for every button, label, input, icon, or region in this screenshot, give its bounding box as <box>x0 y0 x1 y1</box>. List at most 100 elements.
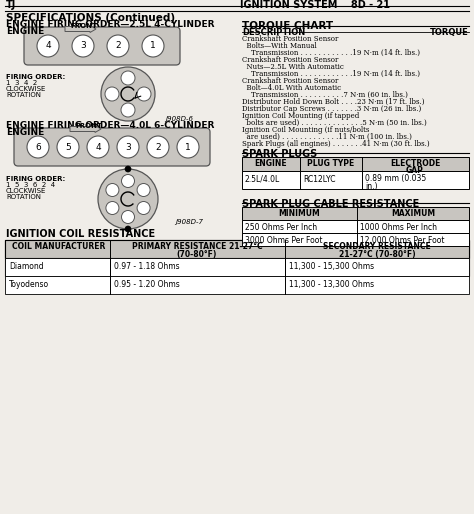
Text: 4: 4 <box>95 142 101 152</box>
Circle shape <box>147 136 169 158</box>
Text: RC12LYC: RC12LYC <box>303 175 336 184</box>
Text: 2: 2 <box>115 42 121 50</box>
Text: 2: 2 <box>126 74 131 83</box>
Text: Transmission . . . . . . . . . .7 N·m (60 in. lbs.): Transmission . . . . . . . . . .7 N·m (6… <box>242 91 408 99</box>
Text: 12,000 Ohms Per Foot: 12,000 Ohms Per Foot <box>360 236 445 245</box>
Text: 0.95 - 1.20 Ohms: 0.95 - 1.20 Ohms <box>114 280 180 289</box>
Text: 3: 3 <box>125 142 131 152</box>
Text: 5: 5 <box>65 142 71 152</box>
Text: 2: 2 <box>110 186 115 194</box>
Text: MAXIMUM: MAXIMUM <box>391 209 435 218</box>
Circle shape <box>121 103 135 117</box>
FancyBboxPatch shape <box>14 128 210 166</box>
Circle shape <box>121 174 135 188</box>
Text: ENGINE: ENGINE <box>6 27 44 36</box>
Text: Distributor Cap Screws . . . . . . .3 N·m (26 in. lbs.): Distributor Cap Screws . . . . . . .3 N·… <box>242 105 421 113</box>
FancyBboxPatch shape <box>242 207 469 220</box>
Circle shape <box>107 35 129 57</box>
Text: Crankshaft Position Sensor: Crankshaft Position Sensor <box>242 56 338 64</box>
FancyBboxPatch shape <box>5 240 469 258</box>
Circle shape <box>137 183 150 196</box>
Text: ROTATION: ROTATION <box>6 194 41 200</box>
Text: COIL MANUFACTURER: COIL MANUFACTURER <box>12 242 106 251</box>
Circle shape <box>87 136 109 158</box>
Text: ELECTRODE: ELECTRODE <box>390 159 440 168</box>
Circle shape <box>137 87 151 101</box>
Text: Transmission . . . . . . . . . . . .19 N·m (14 ft. lbs.): Transmission . . . . . . . . . . . .19 N… <box>242 49 420 57</box>
Circle shape <box>117 136 139 158</box>
Text: IGNITION COIL RESISTANCE: IGNITION COIL RESISTANCE <box>6 229 155 239</box>
Circle shape <box>106 183 119 196</box>
FancyBboxPatch shape <box>24 27 180 65</box>
Text: Distributor Hold Down Bolt . . . .23 N·m (17 ft. lbs.): Distributor Hold Down Bolt . . . .23 N·m… <box>242 98 425 106</box>
Text: Ignition Coil Mounting (if nuts/bolts: Ignition Coil Mounting (if nuts/bolts <box>242 126 369 134</box>
Text: ENGINE FIRING ORDER—2.5L 4-CYLINDER: ENGINE FIRING ORDER—2.5L 4-CYLINDER <box>6 20 215 29</box>
Text: TORQUE: TORQUE <box>430 28 469 37</box>
Text: ENGINE: ENGINE <box>255 159 287 168</box>
Text: 1  3  4  2: 1 3 4 2 <box>6 80 37 86</box>
Text: SECONDARY RESISTANCE: SECONDARY RESISTANCE <box>323 242 431 251</box>
Circle shape <box>125 226 131 232</box>
Text: TJ: TJ <box>6 0 16 10</box>
Text: 1: 1 <box>141 89 146 99</box>
Text: TORQUE CHART: TORQUE CHART <box>242 20 333 30</box>
Text: 21-27°C (70-80°F): 21-27°C (70-80°F) <box>339 250 415 259</box>
Text: ENGINE FIRING ORDER—4.0L 6-CYLINDER: ENGINE FIRING ORDER—4.0L 6-CYLINDER <box>6 121 214 130</box>
Text: 4: 4 <box>109 89 115 99</box>
Text: SPECIFICATIONS (Continued): SPECIFICATIONS (Continued) <box>6 13 175 23</box>
Text: are used) . . . . . . . . . . . . .11 N·m (100 in. lbs.): are used) . . . . . . . . . . . . .11 N·… <box>242 133 412 141</box>
Text: ENGINE: ENGINE <box>6 128 44 137</box>
Text: 0.89 mm (0.035: 0.89 mm (0.035 <box>365 174 426 183</box>
Circle shape <box>37 35 59 57</box>
Text: Nuts—2.5L With Automatic: Nuts—2.5L With Automatic <box>242 63 344 71</box>
Text: CLOCKWISE: CLOCKWISE <box>6 86 46 92</box>
Text: ROTATION: ROTATION <box>6 92 41 98</box>
Circle shape <box>98 169 158 229</box>
Text: Crankshaft Position Sensor: Crankshaft Position Sensor <box>242 35 338 43</box>
Text: 6: 6 <box>35 142 41 152</box>
Text: IGNITION SYSTEM    8D - 21: IGNITION SYSTEM 8D - 21 <box>240 0 390 10</box>
Text: PRIMARY RESISTANCE 21-27°C: PRIMARY RESISTANCE 21-27°C <box>132 242 262 251</box>
Text: in.): in.) <box>365 182 377 191</box>
Text: J908D-6: J908D-6 <box>165 116 193 122</box>
Text: Bolt—4.0L With Automatic: Bolt—4.0L With Automatic <box>242 84 341 92</box>
Text: Transmission . . . . . . . . . . . .19 N·m (14 ft. lbs.): Transmission . . . . . . . . . . . .19 N… <box>242 70 420 78</box>
Text: 11,300 - 13,300 Ohms: 11,300 - 13,300 Ohms <box>289 280 374 289</box>
Text: SPARK PLUG CABLE RESISTANCE: SPARK PLUG CABLE RESISTANCE <box>242 199 419 209</box>
Text: Crankshaft Position Sensor: Crankshaft Position Sensor <box>242 77 338 85</box>
FancyBboxPatch shape <box>5 258 469 276</box>
FancyBboxPatch shape <box>242 171 469 189</box>
Text: 4: 4 <box>45 42 51 50</box>
Circle shape <box>57 136 79 158</box>
Text: 1: 1 <box>185 142 191 152</box>
FancyBboxPatch shape <box>242 220 469 233</box>
Circle shape <box>101 67 155 121</box>
Circle shape <box>121 71 135 85</box>
Text: 2.5L/4.0L: 2.5L/4.0L <box>245 175 280 184</box>
Circle shape <box>121 211 135 224</box>
Text: PLUG TYPE: PLUG TYPE <box>307 159 355 168</box>
Text: 1: 1 <box>150 42 156 50</box>
Text: 1000 Ohms Per Inch: 1000 Ohms Per Inch <box>360 223 437 232</box>
FancyBboxPatch shape <box>242 157 469 171</box>
Text: 1  5  3  6  2  4: 1 5 3 6 2 4 <box>6 182 55 188</box>
Circle shape <box>106 201 119 214</box>
Text: 11,300 - 15,300 Ohms: 11,300 - 15,300 Ohms <box>289 262 374 271</box>
Text: Ignition Coil Mounting (if tapped: Ignition Coil Mounting (if tapped <box>242 112 359 120</box>
Text: DESCRIPTION: DESCRIPTION <box>242 28 305 37</box>
Circle shape <box>137 201 150 214</box>
Text: FIRING ORDER:: FIRING ORDER: <box>6 176 65 182</box>
Circle shape <box>105 87 119 101</box>
Text: CLOCKWISE: CLOCKWISE <box>6 188 46 194</box>
Circle shape <box>177 136 199 158</box>
Text: J908D-7: J908D-7 <box>175 219 203 225</box>
FancyArrow shape <box>70 125 101 133</box>
Circle shape <box>142 35 164 57</box>
Text: GAP: GAP <box>406 166 424 175</box>
Text: FRONT: FRONT <box>70 23 97 29</box>
Text: 3: 3 <box>80 42 86 50</box>
Text: bolts are used) . . . . . . . . . . . . . .5 N·m (50 in. lbs.): bolts are used) . . . . . . . . . . . . … <box>242 119 427 127</box>
Text: FIRING ORDER:: FIRING ORDER: <box>6 74 65 80</box>
FancyBboxPatch shape <box>242 233 469 246</box>
Text: 2: 2 <box>155 142 161 152</box>
